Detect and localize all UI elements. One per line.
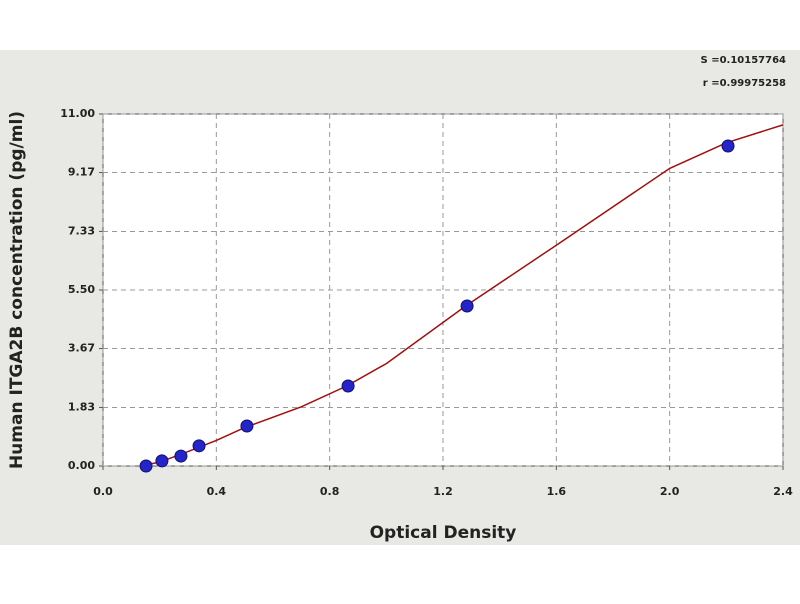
x-tick-label: 1.6 <box>547 485 567 498</box>
y-axis-title: Human ITGA2B concentration (pg/ml) <box>7 111 27 469</box>
x-tick-label: 1.2 <box>433 485 453 498</box>
x-tick-label: 0.0 <box>93 485 113 498</box>
x-axis-title: Optical Density <box>370 523 517 543</box>
y-tick-label: 7.33 <box>68 224 95 237</box>
y-tick-label: 0.00 <box>68 459 95 472</box>
data-point <box>341 379 355 393</box>
x-tick-label: 0.4 <box>207 485 227 498</box>
data-point <box>460 299 474 313</box>
annotation: S =0.10157764 <box>701 55 787 66</box>
data-point <box>155 454 169 468</box>
data-point <box>139 459 153 473</box>
x-tick-label: 2.4 <box>773 485 793 498</box>
x-tick-label: 2.0 <box>660 485 680 498</box>
y-tick-label: 3.67 <box>68 342 95 355</box>
data-point <box>721 139 735 153</box>
y-tick-label: 5.50 <box>68 283 95 296</box>
annotation: r =0.99975258 <box>703 78 786 89</box>
y-tick-label: 11.00 <box>60 107 95 120</box>
data-point <box>240 419 254 433</box>
data-point <box>174 449 188 463</box>
y-tick-label: 1.83 <box>68 400 95 413</box>
x-tick-label: 0.8 <box>320 485 340 498</box>
y-tick-label: 9.17 <box>68 166 95 179</box>
data-point <box>192 439 206 453</box>
